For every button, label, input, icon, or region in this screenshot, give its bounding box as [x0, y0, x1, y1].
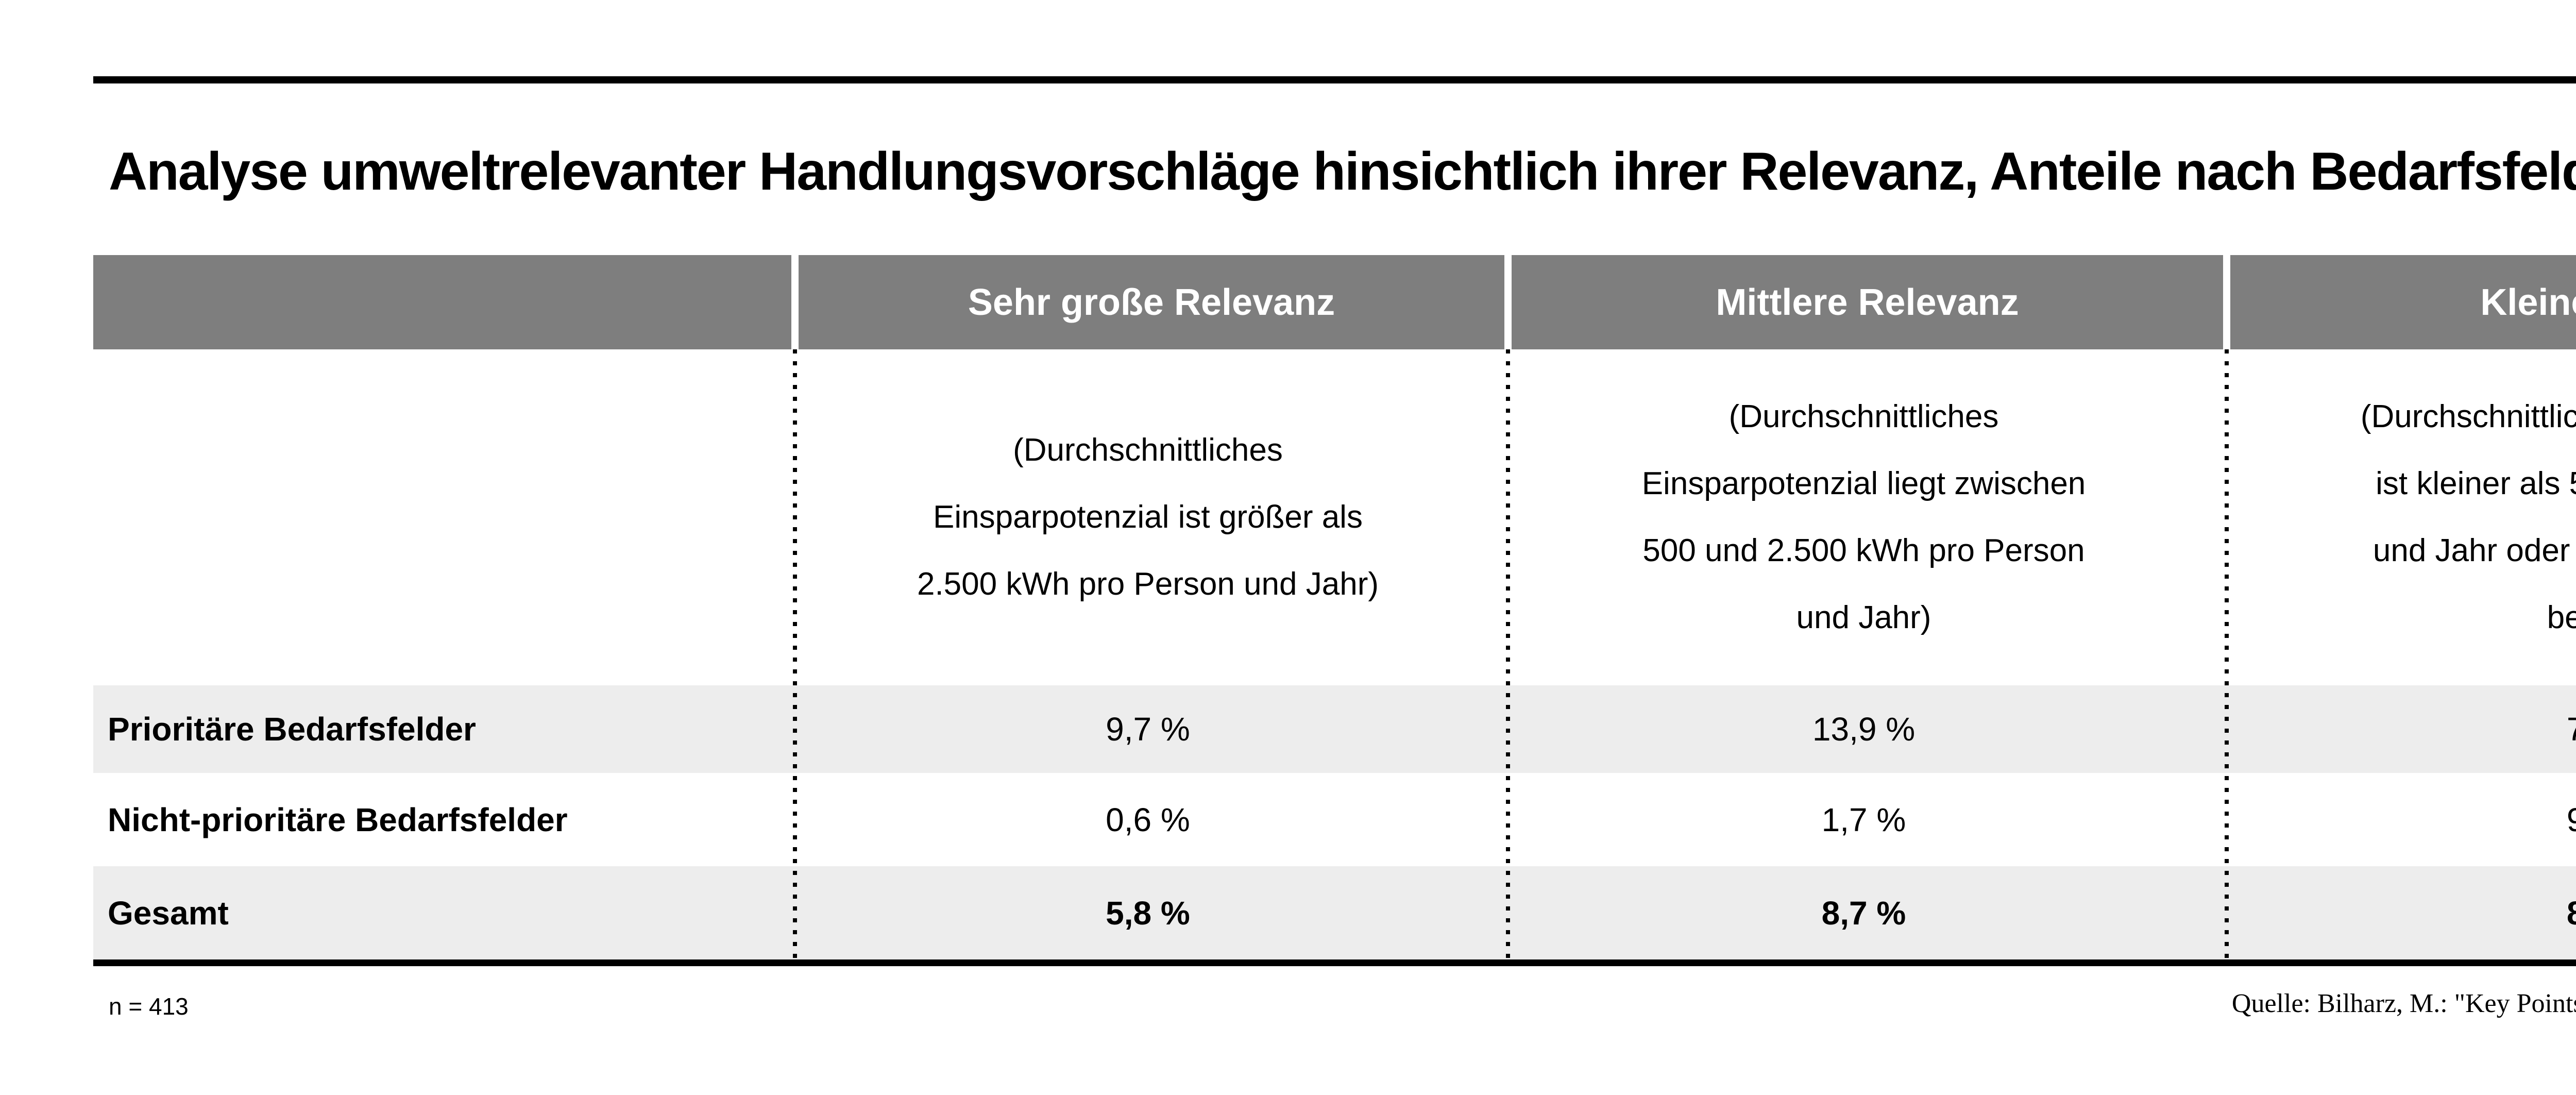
- column-description-kleine: (Durchschnittliches Einsparpotenzial ist…: [2360, 399, 2576, 635]
- column-description-mittlere: (Durchschnittliches Einsparpotenzial lie…: [1641, 399, 2086, 635]
- top-rule: [93, 76, 2576, 83]
- sample-size-note: n = 413: [109, 993, 189, 1020]
- description-empty: [93, 349, 791, 685]
- relevance-table-grid: Sehr große Relevanz Mittlere Relevanz Kl…: [93, 255, 2576, 959]
- row-label-prioritaere: Prioritäre Bedarfsfelder: [93, 685, 791, 773]
- relevance-table: Sehr große Relevanz Mittlere Relevanz Kl…: [93, 255, 2576, 959]
- value-gesamt-kleine: 85,5 %: [2223, 866, 2576, 959]
- dotted-separator-3: [2225, 349, 2229, 959]
- value-gesamt-sehr-grosse: 5,8 %: [791, 866, 1504, 959]
- column-description-sehr-grosse: (Durchschnittliches Einsparpotenzial ist…: [917, 432, 1379, 602]
- row-label-nicht-prioritaere: Nicht-prioritäre Bedarfsfelder: [108, 801, 568, 838]
- dotted-separator-1: [793, 349, 797, 959]
- column-header-sehr-grosse-relevanz: Sehr große Relevanz: [791, 255, 1504, 349]
- value-gesamt-mittlere: 8,7 %: [1504, 866, 2223, 959]
- dotted-separator-2: [1506, 349, 1510, 959]
- row-label-gesamt: Gesamt: [93, 866, 791, 959]
- value-nicht-prioritaere-sehr-grosse: 0,6 %: [1106, 801, 1190, 838]
- column-header-empty: [93, 255, 791, 349]
- page-title: Analyse umweltrelevanter Handlungsvorsch…: [109, 141, 2576, 201]
- source-note: Quelle: Bilharz, M.: "Key Points" nachha…: [2231, 989, 2576, 1018]
- bottom-rule: [93, 959, 2576, 966]
- column-header-kleine-relevanz: Kleine Relevanz: [2223, 255, 2576, 349]
- value-nicht-prioritaere-mittlere: 1,7 %: [1821, 801, 1906, 838]
- value-prioritaere-sehr-grosse: 9,7 %: [791, 685, 1504, 773]
- value-prioritaere-kleine: 76,4 %: [2223, 685, 2576, 773]
- value-prioritaere-mittlere: 13,9 %: [1504, 685, 2223, 773]
- column-header-mittlere-relevanz: Mittlere Relevanz: [1504, 255, 2223, 349]
- value-nicht-prioritaere-kleine: 97,7 %: [2566, 801, 2576, 838]
